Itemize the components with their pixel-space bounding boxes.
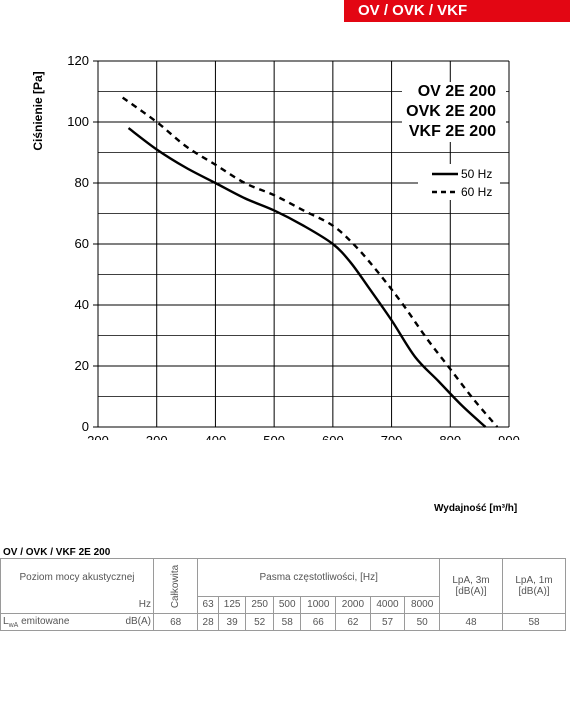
value-1000: 66 bbox=[300, 613, 337, 631]
y-axis-label: Ciśnienie [Pa] bbox=[31, 71, 45, 150]
y-tick-label: 20 bbox=[75, 358, 89, 373]
chart-title-line-1: OV 2E 200 bbox=[418, 83, 496, 100]
y-tick-label: 40 bbox=[75, 297, 89, 312]
x-tick-label: 500 bbox=[263, 433, 285, 440]
legend-label-50hz: 50 Hz bbox=[461, 167, 492, 181]
band-500: 500 bbox=[272, 595, 302, 615]
band-250: 250 bbox=[245, 595, 274, 615]
chart-grid bbox=[93, 60, 510, 428]
emit-row-label: LwA emitowane dB(A) bbox=[0, 613, 154, 631]
legend-bg bbox=[418, 164, 500, 200]
x-axis-label: Wydajność [m³/h] bbox=[434, 503, 518, 514]
y-tick-label: 0 bbox=[82, 419, 89, 434]
y-tick-label: 80 bbox=[75, 175, 89, 190]
total-value: 68 bbox=[152, 613, 199, 631]
x-tick-label: 700 bbox=[381, 433, 403, 440]
lpa1-value: 58 bbox=[502, 613, 566, 631]
chart-series bbox=[121, 96, 499, 428]
series-line-60hz bbox=[121, 96, 499, 428]
y-tick-labels: 0 20 40 60 80 100 120 bbox=[67, 53, 89, 434]
x-tick-labels: 200 300 400 500 600 700 800 900 bbox=[87, 433, 520, 440]
value-8000: 50 bbox=[404, 613, 440, 631]
x-tick-label: 300 bbox=[146, 433, 168, 440]
x-tick-label: 800 bbox=[439, 433, 461, 440]
pressure-chart: 0 20 40 60 80 100 120 200 300 400 500 600 700 800 900… bbox=[31, 53, 520, 440]
lpa1-header: LpA, 1m [dB(A)] bbox=[502, 558, 566, 614]
value-250: 52 bbox=[245, 613, 274, 631]
title-box-bg bbox=[402, 82, 506, 142]
x-tick-label: 900 bbox=[498, 433, 520, 440]
value-2000: 62 bbox=[335, 613, 371, 631]
y-tick-label: 100 bbox=[67, 114, 89, 129]
band-63: 63 bbox=[197, 595, 219, 615]
bands-header: Pasma częstotliwości, [Hz] bbox=[197, 558, 440, 597]
value-4000: 57 bbox=[369, 613, 406, 631]
acoustic-table: Poziom mocy akustycznej Całkowita Pasma … bbox=[0, 558, 566, 631]
x-tick-label: 400 bbox=[205, 433, 227, 440]
model-tab: OV / OVK / VKF bbox=[344, 0, 570, 22]
band-125: 125 bbox=[217, 595, 247, 615]
chart-title-line-3: VKF 2E 200 bbox=[409, 123, 496, 140]
total-header: Całkowita bbox=[152, 558, 199, 614]
legend-label-60hz: 60 Hz bbox=[461, 185, 492, 199]
lpa3-value: 48 bbox=[439, 613, 503, 631]
x-tick-label: 600 bbox=[322, 433, 344, 440]
chart-title-line-2: OVK 2E 200 bbox=[406, 103, 496, 120]
value-63: 28 bbox=[197, 613, 219, 631]
x-tick-label: 200 bbox=[87, 433, 109, 440]
band-8000: 8000 bbox=[404, 595, 440, 615]
value-500: 58 bbox=[272, 613, 302, 631]
emit-unit: dB(A) bbox=[125, 615, 151, 627]
table-title: OV / OVK / VKF 2E 200 bbox=[3, 547, 111, 558]
lpa3-header: LpA, 3m [dB(A)] bbox=[439, 558, 503, 614]
band-4000: 4000 bbox=[369, 595, 406, 615]
y-tick-label: 120 bbox=[67, 53, 89, 68]
value-125: 39 bbox=[217, 613, 247, 631]
y-tick-label: 60 bbox=[75, 236, 89, 251]
row-label-header: Poziom mocy akustycznej bbox=[0, 558, 154, 597]
band-1000: 1000 bbox=[300, 595, 337, 615]
hz-label: Hz bbox=[0, 596, 154, 615]
series-line-50hz bbox=[127, 127, 487, 428]
band-2000: 2000 bbox=[335, 595, 371, 615]
